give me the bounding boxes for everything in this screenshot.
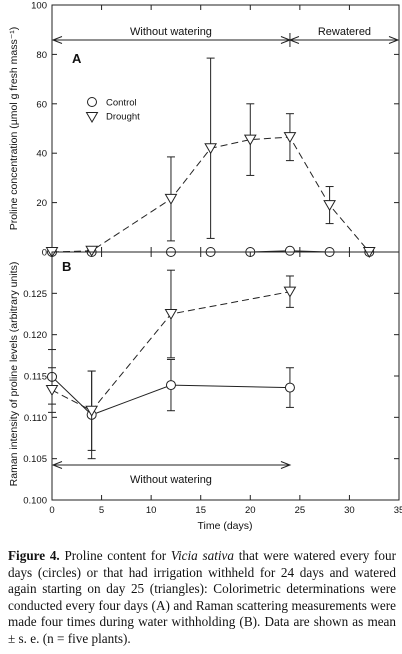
panel-b-drought-point — [164, 309, 178, 320]
panel-a-y-tick-label: 40 — [36, 149, 47, 160]
arrow-without-watering-b-head-right — [280, 461, 292, 469]
annotation-rewatered: Rewatered — [318, 26, 371, 38]
panel-b-annotations: Without watering — [51, 461, 292, 486]
panel-a-y-tick-label: 20 — [36, 198, 47, 209]
caption-label: Figure 4. — [8, 548, 60, 563]
panel-a-y-tick-label: 0 — [42, 248, 47, 259]
panel-a-y-label: Proline concentration (µmol g fresh mass… — [8, 27, 20, 231]
panel-a-drought-point — [164, 193, 178, 205]
panel-b-control-point — [165, 380, 176, 391]
figure-caption: Figure 4. Proline content for Vicia sati… — [8, 548, 396, 647]
legend-control-marker — [87, 97, 97, 107]
arrow-without-watering-a-head-left — [51, 36, 63, 44]
panel-b-drought-point — [85, 405, 99, 417]
panel-a-label: A — [72, 51, 82, 66]
panel-a-series — [45, 57, 376, 258]
panel-a-y-tick-label: 100 — [31, 1, 47, 12]
legend-drought-marker — [85, 112, 99, 123]
panel-a-y-axis: 0 20 40 60 80 100 — [31, 1, 400, 259]
panel-b-y-tick-label: 0.100 — [23, 496, 47, 507]
panel-b-y-label: Raman intensity of proline levels (arbit… — [8, 262, 20, 487]
caption-species: Vicia sativa — [170, 548, 234, 563]
panel-a-y-tick-label: 80 — [36, 50, 47, 61]
panel-b-axes: 0.100 0.105 0.110 0.115 0.120 0.125 0 5 10 15 20 25… — [23, 252, 402, 516]
panel-a-control-point — [284, 245, 295, 256]
panel-b-drought-point — [283, 286, 297, 298]
panel-b-y-tick-label: 0.120 — [23, 330, 47, 341]
panel-a-drought-point — [323, 200, 336, 212]
panel-b-drought-point — [45, 385, 59, 397]
panel-a-drought-line — [51, 136, 370, 253]
panel-b-control-line — [51, 376, 290, 416]
x-tick-label: 5 — [99, 505, 104, 516]
panel-a-drought-point — [85, 245, 99, 257]
panel-b-y-tick-label: 0.115 — [24, 372, 47, 383]
x-tick-label: 15 — [195, 505, 206, 516]
panel-a-drought-point — [204, 143, 217, 155]
caption-text-after: that were watered every four days (circl… — [8, 548, 396, 646]
legend-drought-label: Drought — [106, 112, 140, 123]
arrow-without-watering-b-head-left — [51, 461, 63, 469]
x-tick-label: 0 — [49, 505, 54, 516]
x-tick-label: 10 — [146, 505, 157, 516]
x-tick-label: 30 — [344, 505, 355, 516]
panel-a-frame — [51, 4, 400, 253]
panel-a-drought-point — [243, 134, 257, 146]
panel-a-y-tick-label: 60 — [36, 99, 47, 110]
panel-b-y-tick-label: 0.105 — [23, 454, 47, 465]
legend-control-label: Control — [106, 98, 137, 109]
panel-a-drought-point — [283, 132, 297, 144]
annotation-without-watering-b: Without watering — [130, 474, 212, 486]
panel-b-frame — [51, 251, 400, 501]
arrow-rewatered-head-right — [388, 36, 400, 44]
panel-b-label: B — [62, 259, 71, 274]
panel-a-legend: Control Drought — [85, 97, 140, 123]
x-tick-label: 25 — [295, 505, 306, 516]
panel-b-y-tick-label: 0.125 — [23, 289, 47, 300]
x-axis-label: Time (days) — [197, 520, 252, 532]
annotation-without-watering-a: Without watering — [130, 26, 212, 38]
x-tick-label: 35 — [394, 505, 402, 516]
x-tick-label: 20 — [245, 505, 256, 516]
panel-a-annotations: Without watering Rewatered — [51, 26, 400, 47]
caption-text-before: Proline content for — [59, 548, 171, 563]
panel-a: 0 20 40 60 80 100 Proline concentration (µmol… — [8, 1, 400, 259]
panel-b-y-tick-label: 0.110 — [24, 413, 47, 424]
panel-b-drought-line — [51, 291, 290, 412]
panel-b-series — [45, 269, 297, 460]
panel-b: 0.100 0.105 0.110 0.115 0.120 0.125 0 5 10 15 20 25… — [8, 251, 402, 532]
panel-b-control-point — [284, 382, 295, 393]
